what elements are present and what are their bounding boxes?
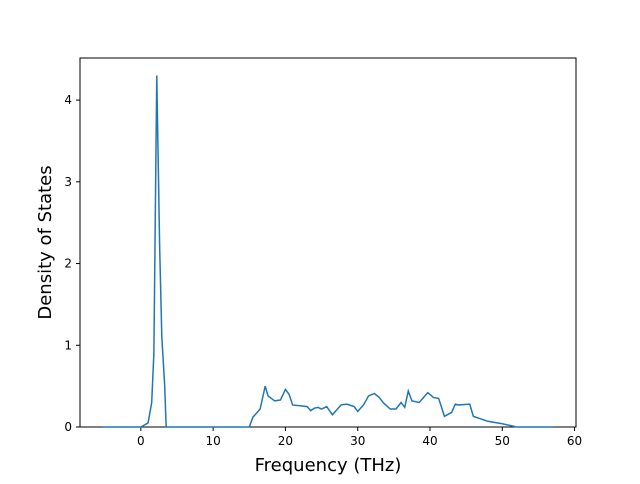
x-tick-label: 10 [206,434,221,448]
line [102,75,553,428]
y-tick-label: 2 [64,257,72,271]
plot-frame [79,57,577,428]
x-tick-label: 40 [422,434,437,448]
x-tick-label: 20 [278,434,293,448]
y-tick-label: 3 [64,175,72,189]
x-axis-label: Frequency (THz) [255,455,402,476]
x-tick-label: 60 [567,434,582,448]
y-tick-label: 4 [64,93,72,107]
x-tick-label: 0 [137,434,145,448]
y-axis-label: Density of States [35,165,56,319]
x-tick-label: 50 [495,434,510,448]
y-tick-label: 1 [64,338,72,352]
x-tick-label: 30 [350,434,365,448]
y-tick-label: 0 [64,420,72,434]
